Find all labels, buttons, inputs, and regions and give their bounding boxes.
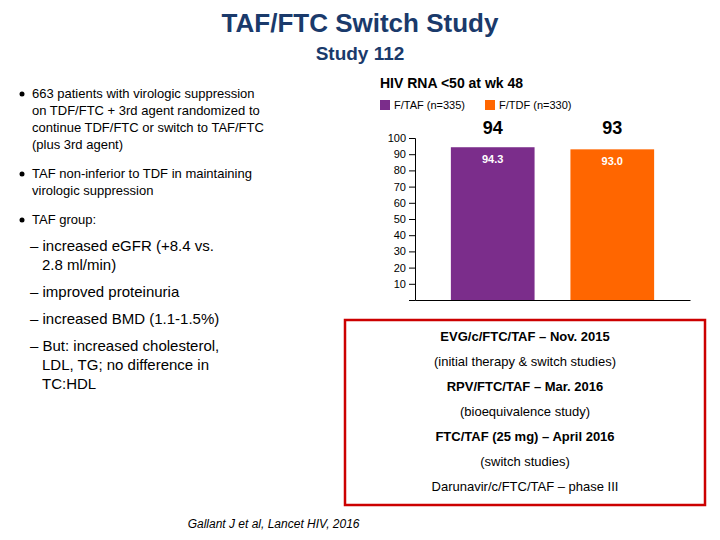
- bullet-text: TAF group:: [32, 212, 96, 227]
- sub-item-text: LDL, TG; no difference in: [42, 356, 209, 373]
- legend-label: F/TAF (n=335): [394, 99, 465, 111]
- info-box-line: (switch studies): [480, 454, 570, 469]
- legend: F/TAF (n=335) F/TDF (n=330): [380, 99, 571, 111]
- sub-item-text: – increased eGFR (+8.4 vs.: [30, 237, 214, 254]
- citation: Gallant J et al, Lancet HIV, 2016: [188, 517, 360, 531]
- y-axis: 10 20 30 40 50 60 70 80 90 100: [388, 132, 416, 300]
- y-tick: 100: [388, 132, 415, 144]
- y-tick-label: 70: [394, 181, 406, 193]
- data-label: 93.0: [602, 155, 623, 167]
- y-tick: 90: [394, 148, 415, 160]
- y-axis-line: [409, 139, 416, 301]
- y-tick-mark: [409, 203, 415, 204]
- info-box: EVG/c/FTC/TAF – Nov. 2015 (initial therap…: [345, 320, 705, 505]
- y-tick-mark: [409, 170, 415, 171]
- chart-title: HIV RNA <50 at wk 48: [380, 75, 523, 91]
- y-tick: 70: [394, 181, 415, 193]
- annotation: 94: [483, 118, 503, 138]
- info-box-line: FTC/TAF (25 mg) – April 2016: [435, 429, 614, 444]
- y-tick-mark: [409, 284, 415, 285]
- info-box-line: RPV/FTC/TAF – Mar. 2016: [447, 379, 604, 394]
- legend-swatch: [380, 100, 390, 110]
- y-tick: 60: [394, 197, 415, 209]
- y-tick-label: 10: [394, 278, 406, 290]
- bar: [451, 147, 535, 300]
- x-axis-line: [416, 300, 691, 301]
- sub-item-text: 2.8 ml/min): [42, 256, 116, 273]
- sub-item-text: – improved proteinuria: [30, 283, 180, 300]
- y-tick-label: 40: [394, 229, 406, 241]
- bar-labels: 94.3 93.0 94 93: [482, 118, 623, 167]
- y-tick-mark: [409, 268, 415, 269]
- sub-title: Study 112: [316, 43, 405, 64]
- bar-chart: HIV RNA <50 at wk 48 F/TAF (n=335) F/TDF (…: [380, 75, 691, 301]
- legend-entry: F/TDF (n=330): [485, 99, 571, 111]
- bars: [451, 147, 654, 300]
- annotation: 93: [602, 118, 622, 138]
- bullet-text: 663 patients with virologic suppression: [32, 86, 255, 101]
- y-tick: 50: [394, 213, 415, 225]
- bullet-text: continue TDF/FTC or switch to TAF/FTC: [32, 120, 264, 135]
- y-tick-label: 60: [394, 197, 406, 209]
- y-tick-mark: [409, 251, 415, 252]
- bullet-dot: [20, 172, 25, 177]
- info-box-line: EVG/c/FTC/TAF – Nov. 2015: [440, 329, 609, 344]
- y-tick-mark: [409, 235, 415, 236]
- y-tick-label: 80: [394, 164, 406, 176]
- bullet-dot: [20, 92, 25, 97]
- y-tick-label: 100: [388, 132, 406, 144]
- y-tick-mark: [409, 219, 415, 220]
- bullet-text: on TDF/FTC + 3rd agent randomized to: [32, 103, 260, 118]
- y-tick: 40: [394, 229, 415, 241]
- legend-entry: F/TAF (n=335): [380, 99, 465, 111]
- y-tick-label: 50: [394, 213, 406, 225]
- page: TAF/FTC Switch Study Study 112 663 patient…: [0, 0, 720, 540]
- bullet-text: (plus 3rd agent): [32, 137, 123, 152]
- bullet-dot: [20, 218, 25, 223]
- info-box-frame: [345, 320, 705, 505]
- info-box-line: Darunavir/c/FTC/TAF – phase III: [432, 479, 619, 494]
- info-box-line: (bioequivalence study): [460, 404, 590, 419]
- sub-item-text: TC:HDL: [42, 375, 96, 392]
- y-tick: 10: [394, 278, 415, 290]
- bullet-text: virologic suppression: [32, 183, 153, 198]
- bar: [570, 149, 654, 300]
- text-panel: 663 patients with virologic suppression o…: [20, 86, 264, 392]
- main-title: TAF/FTC Switch Study: [222, 8, 499, 38]
- bullet-text: TAF non-inferior to TDF in maintaining: [32, 166, 252, 181]
- y-tick: 80: [394, 164, 415, 176]
- x-axis: [416, 300, 691, 301]
- y-tick: 30: [394, 245, 415, 257]
- y-tick-mark: [409, 138, 415, 139]
- legend-swatch: [485, 100, 495, 110]
- info-box-line: (initial therapy & switch studies): [434, 354, 616, 369]
- y-tick-mark: [409, 154, 415, 155]
- sub-item-text: – increased BMD (1.1-1.5%): [30, 310, 219, 327]
- y-tick-mark: [409, 187, 415, 188]
- sub-item-text: – But: increased cholesterol,: [30, 337, 219, 354]
- y-tick-label: 20: [394, 262, 406, 274]
- data-label: 94.3: [482, 153, 503, 165]
- y-tick-label: 30: [394, 245, 406, 257]
- legend-label: F/TDF (n=330): [499, 99, 571, 111]
- y-tick: 20: [394, 262, 415, 274]
- y-tick-label: 90: [394, 148, 406, 160]
